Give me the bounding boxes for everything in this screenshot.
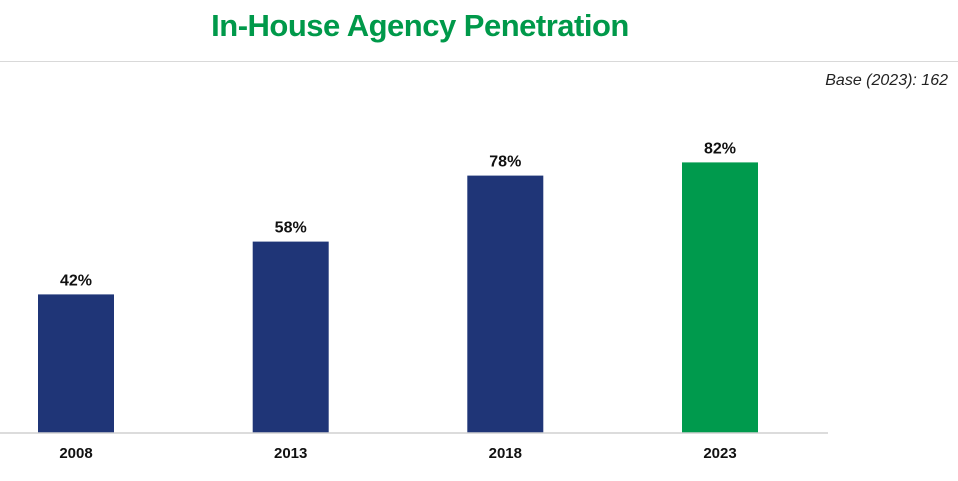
bars-group: 42% 58% 78% 82%	[38, 140, 758, 433]
x-tick-label-2008: 2008	[59, 445, 92, 462]
bar-value-label-2013: 58%	[275, 220, 307, 237]
bar-2008	[38, 294, 114, 433]
bar-value-label-2008: 42%	[60, 272, 92, 289]
bar-2023	[682, 162, 758, 433]
title-divider	[0, 61, 958, 62]
chart-title: In-House Agency Penetration	[211, 8, 629, 43]
bar-2018	[467, 175, 544, 433]
base-note: Base (2023): 162	[825, 72, 948, 89]
x-tick-labels: 2008 2013 2018 2023	[59, 445, 736, 462]
x-tick-label-2023: 2023	[703, 445, 736, 462]
x-tick-label-2018: 2018	[489, 445, 522, 462]
bar-value-label-2018: 78%	[489, 154, 521, 171]
bar-2013	[252, 241, 329, 433]
x-tick-label-2013: 2013	[274, 445, 307, 462]
bar-value-label-2023: 82%	[704, 140, 736, 157]
